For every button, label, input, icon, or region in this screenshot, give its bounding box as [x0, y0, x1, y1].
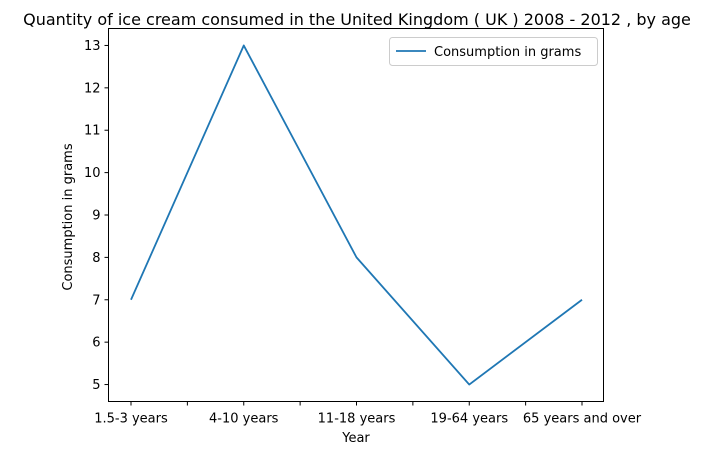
- legend: Consumption in grams: [389, 37, 598, 66]
- x-tick-label: 4-10 years: [209, 412, 279, 427]
- y-tick-label: 12: [84, 81, 101, 96]
- y-tick-label: 5: [92, 378, 100, 393]
- chart-title: Quantity of ice cream consumed in the Un…: [23, 10, 691, 29]
- y-tick-label: 8: [92, 251, 100, 266]
- legend-label: Consumption in grams: [434, 45, 581, 60]
- x-tick-label: 19-64 years: [430, 412, 508, 427]
- y-tick-label: 6: [92, 336, 100, 351]
- series-line: [130, 44, 583, 386]
- x-tick-label: 1.5-3 years: [94, 412, 168, 427]
- legend-box: [389, 37, 598, 66]
- series-layer: [130, 44, 583, 386]
- x-tick-label: 11-18 years: [318, 412, 396, 427]
- y-tick-label: 10: [84, 166, 101, 181]
- y-axis: 5 6 7 8 9 10 11 12 13: [84, 39, 109, 393]
- y-tick-label: 7: [92, 293, 100, 308]
- y-tick-label: 13: [84, 39, 101, 54]
- plot-area: [108, 28, 604, 402]
- x-axis-label: Year: [341, 431, 370, 446]
- x-tick-label: 65 years and over: [523, 412, 642, 427]
- y-tick-label: 9: [92, 209, 100, 224]
- axes-spines: [108, 28, 604, 402]
- x-axis: 1.5-3 years 4-10 years 11-18 years 19-64 ye…: [94, 401, 642, 427]
- y-tick-label: 11: [84, 124, 101, 139]
- y-axis-label: Consumption in grams: [61, 143, 76, 290]
- plot-frame: [108, 28, 604, 402]
